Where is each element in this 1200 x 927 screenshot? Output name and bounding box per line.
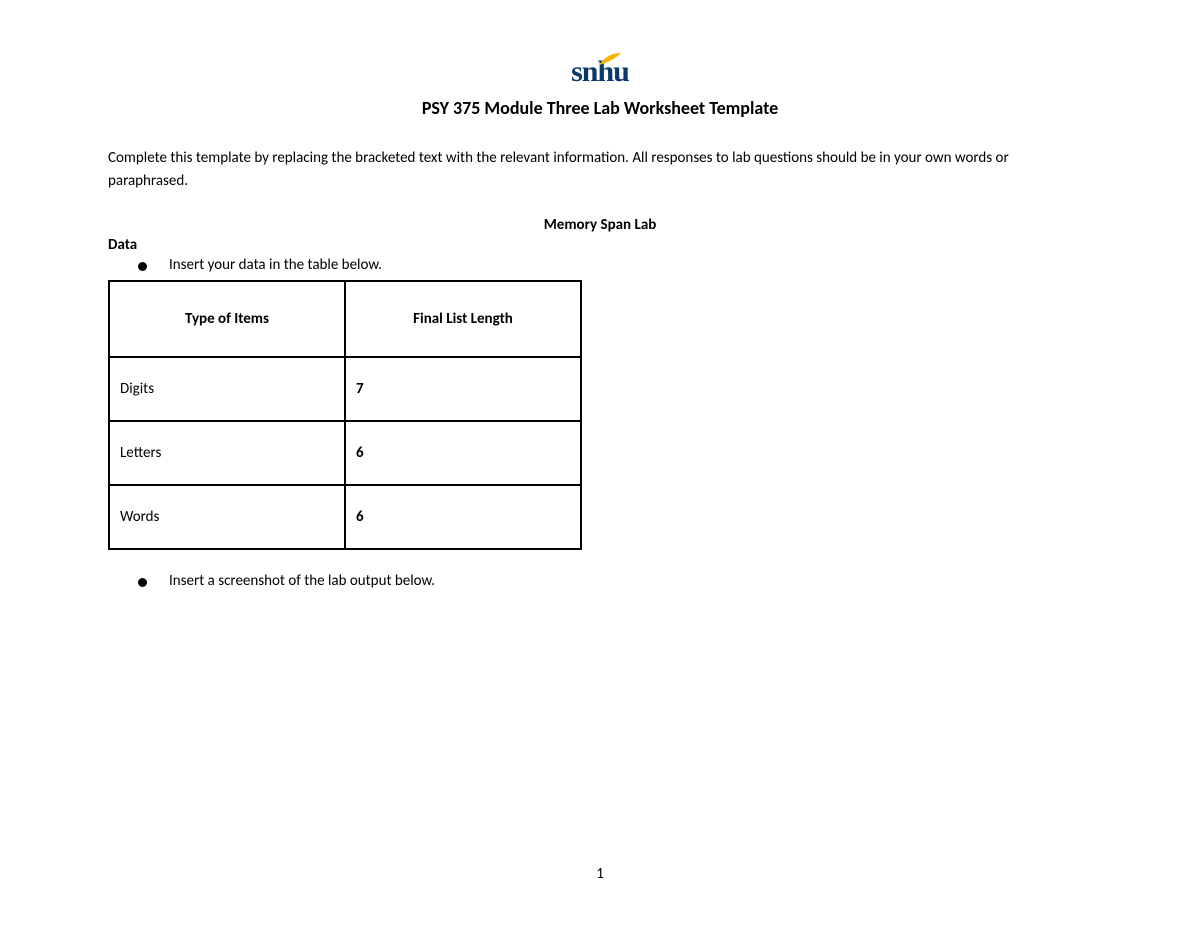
bullet-text: Insert your data in the table below. xyxy=(169,256,382,274)
table-cell: Words xyxy=(109,485,345,549)
section-title: Memory Span Lab xyxy=(108,216,1092,234)
table-row: Words 6 xyxy=(109,485,581,549)
leaf-icon xyxy=(597,51,623,72)
table-header: Final List Length xyxy=(345,281,581,357)
bullet-text: Insert a screenshot of the lab output be… xyxy=(169,572,435,590)
document-title: PSY 375 Module Three Lab Worksheet Templ… xyxy=(108,97,1092,119)
instructions-text: Complete this template by replacing the … xyxy=(108,147,1092,192)
table-cell: Letters xyxy=(109,421,345,485)
data-heading: Data xyxy=(108,236,1092,254)
table-cell: Digits xyxy=(109,357,345,421)
logo-container: snhu xyxy=(108,55,1092,89)
page-number: 1 xyxy=(0,865,1200,883)
table-header-row: Type of Items Final List Length xyxy=(109,281,581,357)
bullet-icon xyxy=(138,578,147,587)
bullet-item: Insert a screenshot of the lab output be… xyxy=(108,572,1092,590)
table-row: Letters 6 xyxy=(109,421,581,485)
table-row: Digits 7 xyxy=(109,357,581,421)
snhu-logo: snhu xyxy=(571,55,629,89)
document-page: snhu PSY 375 Module Three Lab Worksheet … xyxy=(0,0,1200,590)
table-cell: 7 xyxy=(345,357,581,421)
table-cell: 6 xyxy=(345,421,581,485)
memory-span-table: Type of Items Final List Length Digits 7… xyxy=(108,280,582,550)
bullet-icon xyxy=(138,262,147,271)
bullet-item: Insert your data in the table below. xyxy=(108,256,1092,274)
table-header: Type of Items xyxy=(109,281,345,357)
table-cell: 6 xyxy=(345,485,581,549)
